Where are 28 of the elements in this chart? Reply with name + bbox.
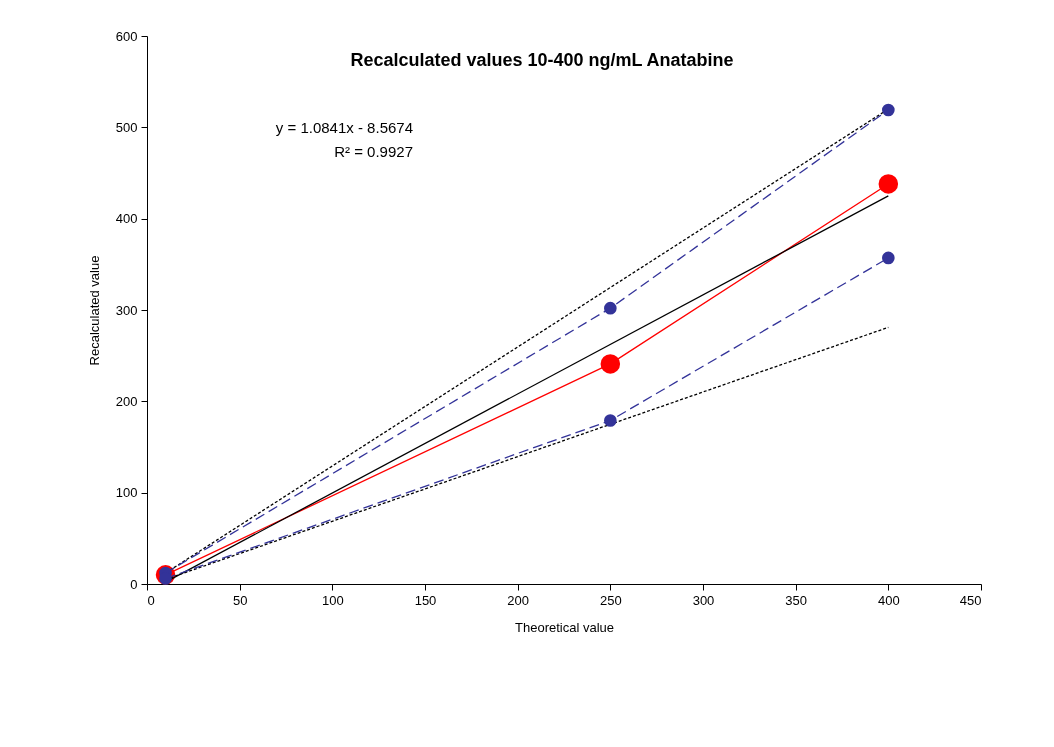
point <box>604 301 617 315</box>
annotation: R² = 0.9927 <box>334 143 413 160</box>
text: Recalculated values 10-400 ng/mL Anatabine <box>350 50 734 70</box>
x-tick-label: 200 <box>507 592 530 608</box>
x-tick-label: 450 <box>959 592 982 608</box>
x-tick-label: 300 <box>692 592 715 608</box>
x-tick-label: 0 <box>147 592 155 608</box>
x-tick-label: 100 <box>321 592 344 608</box>
y-tick-label: 100 <box>115 485 138 501</box>
x-tick-label: 400 <box>877 592 900 608</box>
y-tick-label: 400 <box>115 211 138 227</box>
y-tick-label: 500 <box>115 119 138 135</box>
x-tick-label: 50 <box>232 592 248 608</box>
point <box>882 251 895 265</box>
point <box>604 414 617 427</box>
y-tick-label: 600 <box>115 28 138 44</box>
point <box>600 354 621 374</box>
x-axis-title: Theoretical value <box>515 619 614 635</box>
x-tick-label: 350 <box>785 592 808 608</box>
y-tick-label: 200 <box>115 393 138 409</box>
y-axis-title: Recalculated value <box>86 255 102 366</box>
x-tick-label: 150 <box>414 592 437 608</box>
x-tick-label: 250 <box>599 592 622 608</box>
point <box>882 103 895 117</box>
y-tick-label: 0 <box>130 576 138 592</box>
y-tick-label: 300 <box>115 302 138 318</box>
point <box>878 174 899 194</box>
annotation: y = 1.0841x - 8.5674 <box>275 119 413 136</box>
